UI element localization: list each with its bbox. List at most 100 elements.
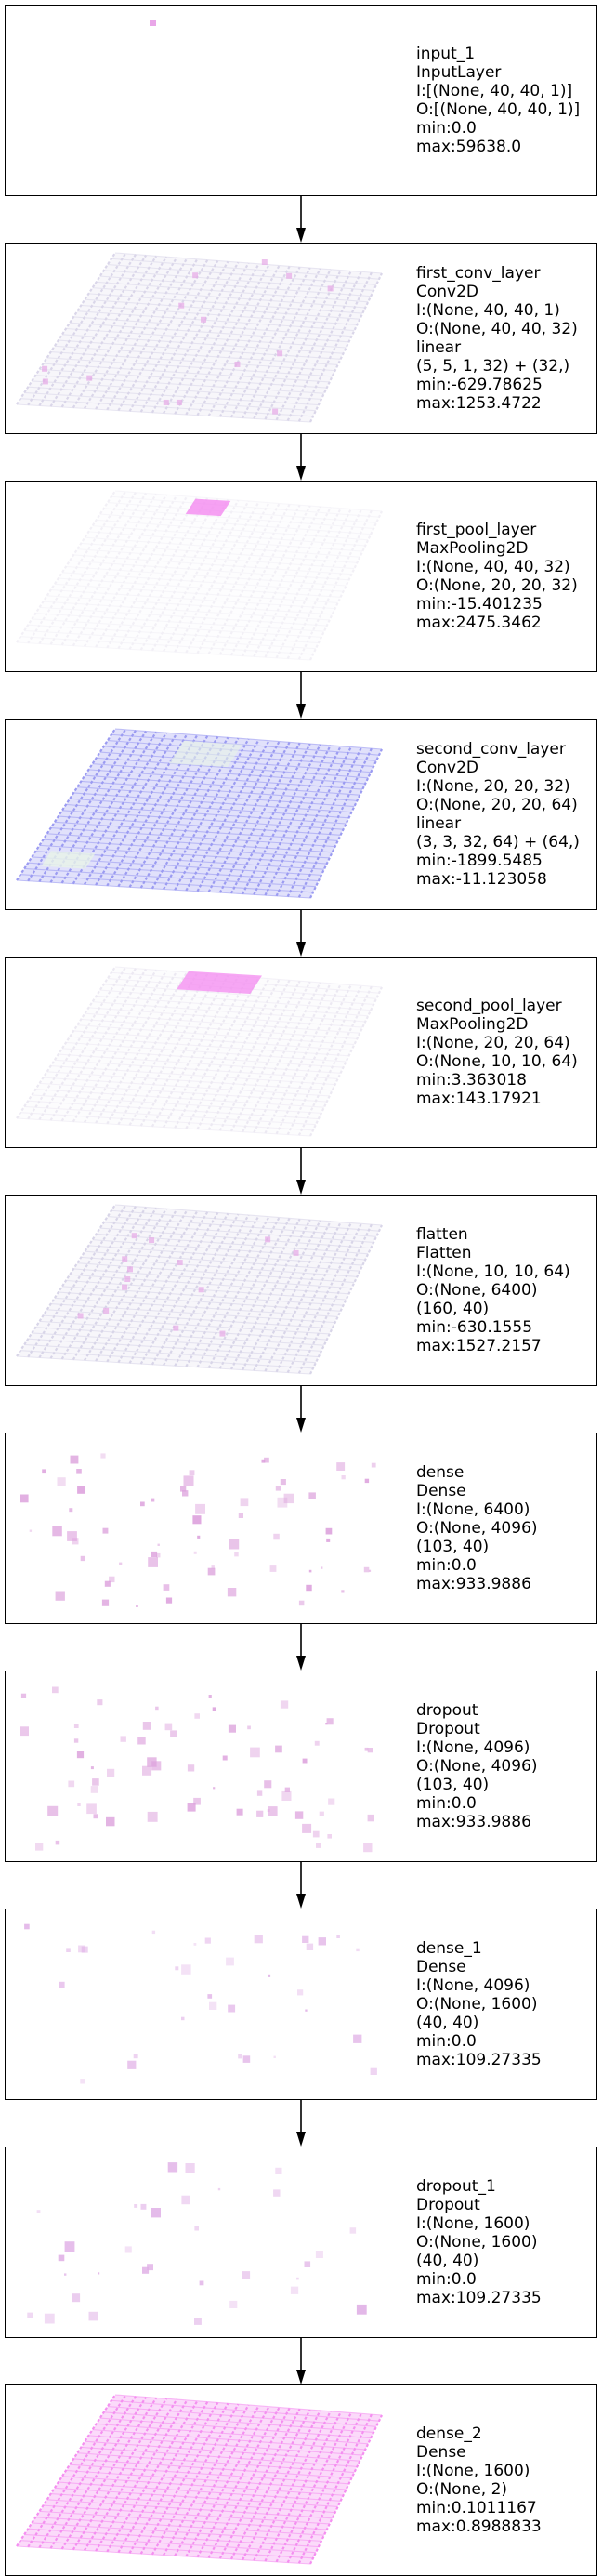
layer-name: first_pool_layer xyxy=(416,521,537,539)
grid-line xyxy=(77,310,355,332)
activation-dot xyxy=(70,1455,79,1464)
activation-dot xyxy=(20,1494,29,1503)
activation-dot xyxy=(302,1823,312,1833)
activation-dot xyxy=(175,1966,179,1971)
grid-line xyxy=(150,2403,240,2556)
grid-line xyxy=(16,966,116,1119)
activation-dot xyxy=(104,1580,111,1587)
grid-line xyxy=(150,1213,240,1366)
activation-dot xyxy=(165,1597,173,1604)
layer-box-dropout: dropout Dropout I:(None, 4096) O:(None, 409… xyxy=(5,1671,597,1862)
activation-dot xyxy=(150,1498,155,1502)
grid-line xyxy=(27,967,126,1120)
arrow-head xyxy=(296,1180,306,1195)
activation-dot xyxy=(325,1723,328,1725)
activation-dot xyxy=(367,1814,374,1822)
grid-line xyxy=(65,327,347,349)
grid-line xyxy=(185,2406,270,2557)
grid-line xyxy=(111,733,380,756)
grid-line xyxy=(139,974,229,1127)
activation-dot xyxy=(212,1707,216,1711)
activation-dot xyxy=(228,2004,236,2013)
activation-dot xyxy=(20,1693,27,1698)
activation-dot xyxy=(209,2001,217,2010)
grid-line xyxy=(128,973,219,1126)
activation-dot xyxy=(228,1724,236,1733)
activation-visualization xyxy=(24,1923,377,2084)
grid-line xyxy=(81,780,358,801)
layer-box-dense-1: dense_1 Dense I:(None, 4096) O:(None, 1600)… xyxy=(5,1909,597,2100)
grid-backdrop xyxy=(17,253,382,422)
layer-info-line: (40, 40) xyxy=(416,2252,479,2270)
activation-dot xyxy=(133,2054,138,2059)
grid-line xyxy=(32,380,321,400)
activation-dot xyxy=(304,2261,311,2267)
layer-info-line: min:-630.1555 xyxy=(416,1318,533,1337)
grid-line xyxy=(253,2411,332,2561)
grid-line xyxy=(185,264,270,416)
layer-info-line: max:2475.3462 xyxy=(416,614,542,632)
grid-line xyxy=(73,2458,352,2479)
activation-dot xyxy=(197,1535,201,1539)
grid-line xyxy=(107,2405,377,2427)
activation-dot xyxy=(127,1266,134,1273)
grid-line xyxy=(24,629,316,650)
grid-line xyxy=(43,2504,330,2525)
activation-dot xyxy=(137,1737,146,1745)
grid-line xyxy=(117,497,209,650)
grid-line xyxy=(32,2522,321,2542)
grid-line xyxy=(16,490,116,643)
activation-dot xyxy=(187,1764,195,1772)
activation-dot xyxy=(192,272,199,279)
grid-line xyxy=(65,1279,347,1301)
layer-info: input_1 InputLayer I:[(None, 40, 40, 1)] O:… xyxy=(416,6,595,195)
activation-dot xyxy=(306,1584,312,1592)
grid-line xyxy=(77,1262,355,1284)
activation-visualization xyxy=(20,1453,376,1607)
grid-line xyxy=(32,1094,321,1114)
layer-info-line: I:(None, 1600) xyxy=(416,2462,530,2480)
grid-line xyxy=(196,979,281,1130)
activation-visualization xyxy=(16,966,383,1137)
layer-info-line: O:(None, 20, 20, 64) xyxy=(416,796,578,814)
flow-arrow xyxy=(296,434,306,481)
grid-line xyxy=(114,252,383,274)
layer-info-line: (40, 40) xyxy=(416,2014,479,2032)
grid-line xyxy=(207,265,291,416)
activation-dot xyxy=(234,361,241,367)
layer-info-line: max:933.9886 xyxy=(416,1575,531,1593)
grid-line xyxy=(73,316,352,337)
grid-line xyxy=(88,769,363,790)
layer-info-line: max:109.27335 xyxy=(416,2289,542,2307)
layer-name: second_conv_layer xyxy=(416,740,566,759)
flow-arrow xyxy=(296,1624,306,1671)
arrow-head xyxy=(296,1656,306,1671)
grid-line xyxy=(242,982,321,1133)
arrow-head xyxy=(296,466,306,481)
arrow-head xyxy=(296,1418,306,1433)
tile-grid xyxy=(16,966,383,1137)
activation-dot xyxy=(194,2226,199,2231)
activation-dot xyxy=(55,1591,65,1601)
grid-line xyxy=(253,507,332,657)
activation-dot xyxy=(183,1475,194,1486)
layer-name: dense xyxy=(416,1463,465,1482)
grid-line xyxy=(103,746,374,768)
grid-line xyxy=(163,1214,250,1367)
activation-dot xyxy=(66,1948,71,1952)
grid-line xyxy=(95,971,189,1124)
layer-box-first-pool-layer: first_pool_layer MaxPooling2D I:(None, 40,… xyxy=(5,481,597,672)
activation-dot xyxy=(368,1569,372,1572)
layer-name: dense_1 xyxy=(416,1939,482,1958)
activation-dot xyxy=(92,1778,99,1786)
activation-dot xyxy=(29,1529,33,1532)
grid-line xyxy=(196,741,281,892)
grid-line xyxy=(73,1268,352,1289)
grid-line xyxy=(96,757,369,779)
activation-dot xyxy=(250,1747,260,1758)
activation-dot xyxy=(122,1284,128,1290)
grid-line xyxy=(16,1204,116,1357)
layer-box-dropout-1: dropout_1 Dropout I:(None, 1600) O:(None, 1… xyxy=(5,2147,597,2338)
activation-dot xyxy=(273,2189,281,2197)
grid-line xyxy=(77,1024,355,1046)
